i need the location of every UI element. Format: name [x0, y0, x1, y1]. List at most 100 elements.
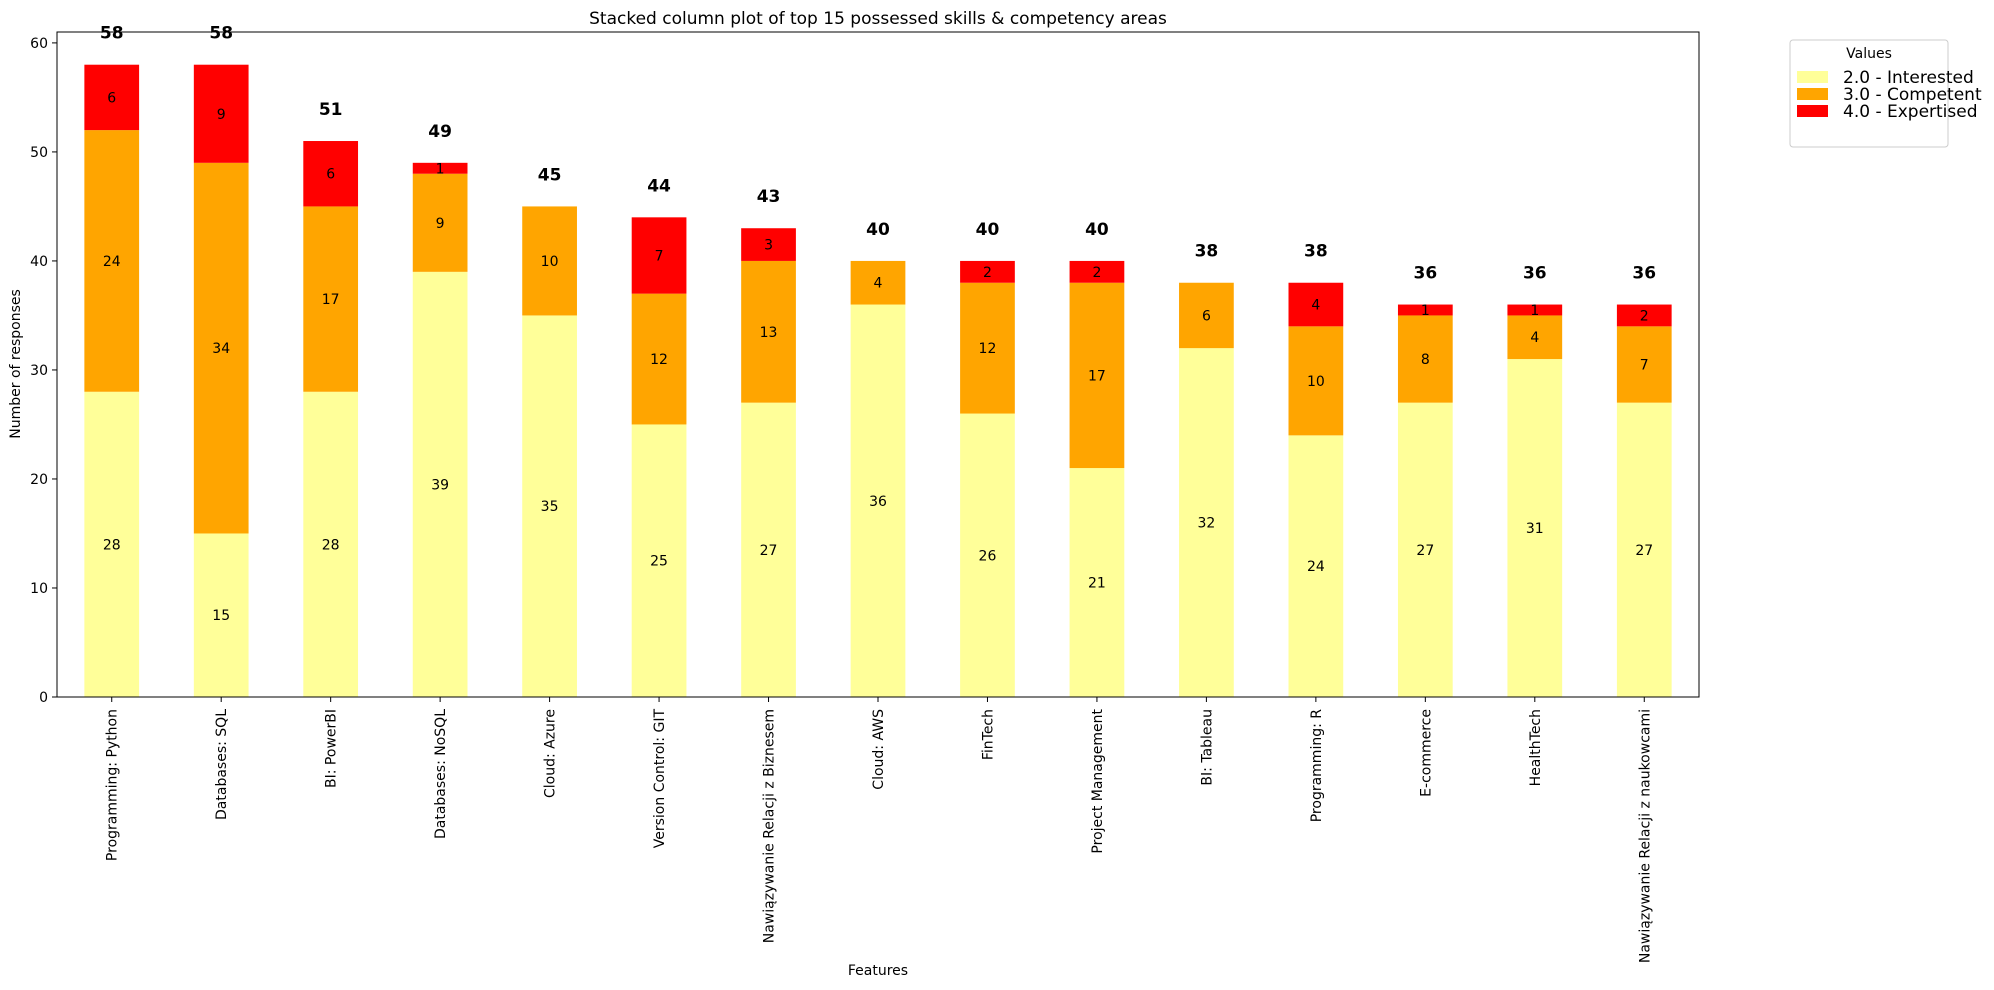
bar-segment [1616, 304, 1672, 327]
y-tick-label: 60 [30, 36, 48, 52]
bar-segment [1069, 468, 1125, 697]
total-value-label: 40 [866, 220, 890, 240]
bar-segment [84, 391, 140, 697]
x-tick-label: Programming: R [1309, 709, 1325, 823]
bar-segment [1069, 282, 1125, 469]
segment-value-label: 1 [436, 161, 445, 177]
segment-value-label: 2 [1092, 265, 1101, 281]
segment-value-label: 6 [107, 90, 116, 106]
segment-value-label: 10 [541, 254, 559, 270]
segment-value-label: 2 [1640, 308, 1649, 324]
bar-segment [1507, 359, 1563, 697]
segment-value-label: 8 [1421, 352, 1430, 368]
bar-segment [193, 162, 249, 534]
segment-value-label: 32 [1197, 516, 1215, 532]
x-axis-label: Features [848, 963, 908, 979]
segment-value-label: 4 [1530, 330, 1539, 346]
segment-value-label: 28 [103, 537, 121, 553]
bar-segment [303, 391, 359, 697]
legend-entry-label: 3.0 - Competent [1843, 85, 1982, 105]
x-tick-label: Programming: Python [105, 709, 121, 861]
bar-segment [960, 260, 1015, 283]
bar-segment [1616, 326, 1672, 403]
bars-layer [84, 64, 1672, 697]
legend-entry-label: 2.0 - Interested [1843, 68, 1974, 88]
bar-segment [960, 413, 1015, 697]
bar-segment [412, 271, 468, 697]
segment-value-label: 6 [326, 167, 335, 183]
segment-value-label: 17 [322, 292, 340, 308]
bar-segment [303, 206, 359, 392]
labels-layer: 2824658153495828176513991493510452512744… [100, 24, 1656, 625]
y-tick-label: 30 [30, 363, 48, 379]
bar-segment [741, 402, 796, 697]
segment-value-label: 35 [541, 499, 559, 515]
total-value-label: 38 [1195, 242, 1219, 262]
bar-segment [960, 282, 1015, 414]
legend-title: Values [1846, 46, 1892, 62]
bar-segment [1288, 435, 1344, 697]
segment-value-label: 27 [760, 543, 778, 559]
segment-value-label: 17 [1088, 368, 1106, 384]
x-tick-label: FinTech [980, 709, 996, 760]
total-value-label: 40 [1085, 220, 1109, 240]
total-value-label: 36 [1632, 264, 1656, 284]
legend-frame [1789, 39, 1949, 148]
segment-value-label: 34 [212, 341, 230, 357]
bar-segment [1179, 282, 1234, 349]
segment-value-label: 15 [212, 608, 230, 624]
segment-value-label: 2 [983, 265, 992, 281]
x-tick-label: Nawiązywanie Relacji z Biznesem [762, 709, 778, 943]
x-tick-label: HealthTech [1528, 709, 1544, 786]
total-value-label: 36 [1523, 264, 1547, 284]
x-tick-label: Version Control: GIT [652, 709, 668, 849]
bar-segment [1507, 315, 1563, 360]
total-value-label: 38 [1304, 242, 1328, 262]
x-tick-label: Project Management [1090, 708, 1106, 853]
legend-swatch [1797, 71, 1828, 83]
chart-title: Stacked column plot of top 15 possessed … [589, 9, 1167, 29]
segment-value-label: 27 [1416, 543, 1434, 559]
y-tick-label: 0 [39, 690, 48, 706]
y-tick-label: 50 [30, 145, 48, 161]
bar-segment [741, 260, 796, 403]
segment-value-label: 1 [1421, 303, 1430, 319]
total-value-label: 49 [428, 122, 452, 142]
segment-value-label: 28 [322, 537, 340, 553]
legend-entry-label: 4.0 - Expertised [1843, 102, 1978, 122]
segment-value-label: 9 [217, 107, 226, 123]
total-value-label: 45 [538, 165, 562, 185]
bar-segment [303, 141, 359, 207]
x-tick-label: E-commerce [1418, 709, 1434, 797]
x-tick-label: Cloud: Azure [543, 709, 559, 798]
segment-value-label: 36 [869, 494, 887, 510]
segment-value-label: 10 [1307, 374, 1325, 390]
y-axis: 0 10 20 30 40 50 60 [30, 36, 57, 706]
x-tick-label: BI: PowerBI [324, 709, 340, 788]
segment-value-label: 3 [764, 238, 773, 254]
segment-value-label: 24 [1307, 559, 1325, 575]
bar-segment [84, 130, 140, 392]
bar-segment [412, 173, 468, 272]
total-value-label: 58 [209, 24, 233, 44]
x-tick-label: Databases: SQL [214, 709, 230, 820]
total-value-label: 51 [319, 100, 343, 120]
bar-segment [193, 64, 249, 163]
total-value-label: 36 [1413, 264, 1437, 284]
segment-value-label: 9 [436, 216, 445, 232]
x-tick-label: Cloud: AWS [871, 709, 887, 790]
x-tick-label: BI: Tableau [1199, 709, 1215, 786]
x-tick-label: Databases: NoSQL [433, 709, 449, 839]
total-value-label: 43 [757, 187, 781, 207]
x-axis: Programming: Python Databases: SQL BI: Pow… [105, 697, 1653, 963]
segment-value-label: 13 [760, 325, 778, 341]
segment-value-label: 21 [1088, 576, 1106, 592]
bar-segment [1397, 402, 1453, 697]
segment-value-label: 24 [103, 254, 121, 270]
segment-value-label: 7 [655, 248, 664, 264]
bar-segment [522, 206, 577, 316]
bar-segment [1397, 304, 1453, 316]
total-value-label: 44 [647, 176, 671, 196]
legend-swatch [1797, 105, 1828, 117]
